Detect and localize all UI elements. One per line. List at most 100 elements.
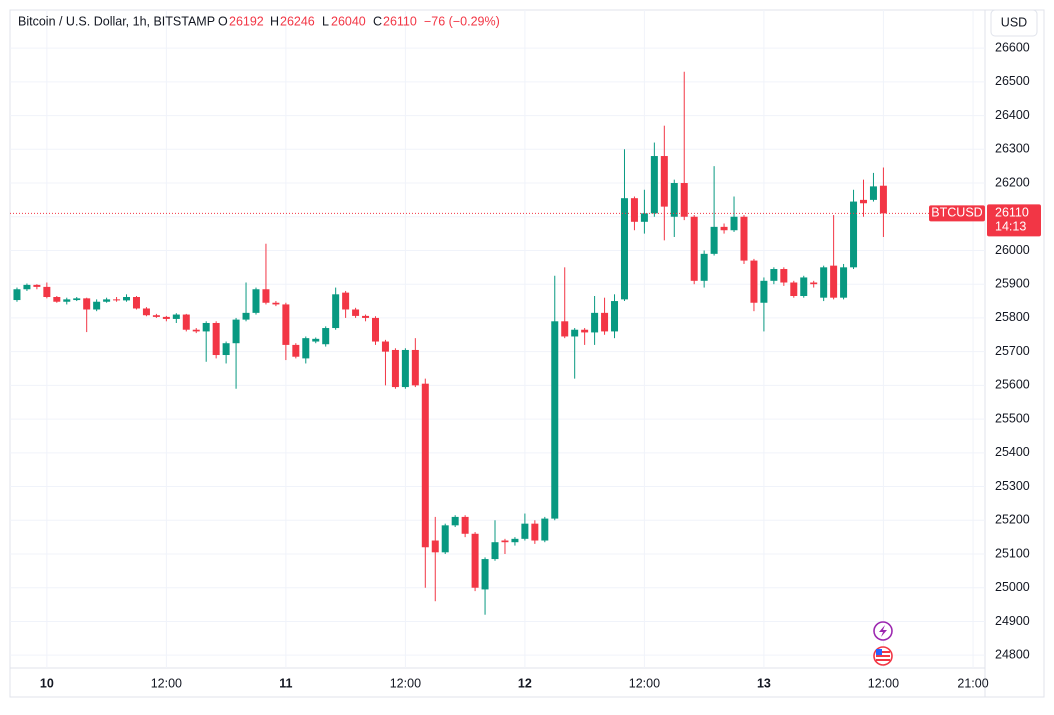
candle-body (431, 540, 439, 553)
candle-body (43, 286, 51, 298)
candle-body (850, 201, 858, 268)
legend-high-label: H (270, 14, 279, 28)
candle-body (262, 289, 270, 303)
candle-body (401, 349, 409, 388)
x-tick-label: 12:00 (868, 676, 899, 690)
chart-frame (9, 9, 1045, 698)
candle-body (192, 329, 200, 332)
currency-button[interactable] (990, 9, 1038, 37)
candle-body (611, 301, 619, 332)
candle-body (830, 265, 838, 298)
x-tick-label: 13 (757, 676, 771, 690)
y-tick-label: 26300 (995, 142, 1030, 156)
y-tick-label: 24900 (995, 614, 1030, 628)
event-bolt (879, 625, 887, 637)
candle-body (750, 260, 758, 303)
legend-low-label: L (322, 14, 329, 28)
y-tick-label: 25900 (995, 276, 1030, 290)
candle-body (83, 298, 91, 310)
candle-body (23, 284, 31, 290)
legend-close: 26110 (383, 14, 417, 28)
legend-high: 26246 (280, 14, 315, 28)
flag-stripe (876, 655, 890, 657)
y-tick-label: 25500 (995, 411, 1030, 425)
y-tick-label: 26000 (995, 243, 1030, 257)
candle-body (212, 322, 220, 356)
countdown-label: 14:13 (995, 220, 1026, 234)
price-tag (987, 204, 1041, 237)
symbol-tag-label: BTCUSD (931, 206, 982, 220)
candle-body (202, 322, 210, 332)
candle-body (312, 338, 320, 342)
candle-body (869, 186, 877, 200)
candle-body (242, 312, 250, 320)
candle-body (601, 312, 609, 332)
flag-icon[interactable] (873, 646, 893, 666)
y-tick-label: 24800 (995, 647, 1030, 661)
candle-body (800, 277, 808, 296)
y-tick-label: 25400 (995, 445, 1030, 459)
x-tick-label: 12:00 (629, 676, 660, 690)
event-icon[interactable] (873, 621, 893, 641)
candle-body (471, 533, 479, 588)
candle-body (13, 289, 21, 301)
legend-low: 26040 (331, 14, 366, 28)
candle-body (292, 344, 300, 357)
candle-body (302, 338, 310, 359)
flag-stripe (876, 659, 890, 661)
candle-body (93, 301, 101, 310)
candle-body (740, 216, 748, 261)
candle-body (421, 383, 429, 548)
candle-body (411, 349, 419, 386)
candle-body (491, 542, 499, 560)
chart-title: Bitcoin / U.S. Dollar, 1h, BITSTAMP (18, 14, 215, 28)
candle-body (451, 516, 459, 526)
candle-body (53, 297, 61, 302)
candle-body (342, 292, 350, 310)
symbol-tag (929, 205, 985, 222)
candle-body (182, 314, 190, 330)
candle-body (640, 213, 648, 222)
candle-body (680, 183, 688, 217)
legend-open: 26192 (229, 14, 264, 28)
candle-body (73, 298, 81, 301)
candle-body (720, 226, 728, 231)
candle-body (879, 185, 887, 214)
y-tick-label: 26600 (995, 40, 1030, 54)
candle-body (581, 329, 589, 333)
y-tick-label: 25200 (995, 513, 1030, 527)
candle-body (670, 183, 678, 217)
candle-body (571, 329, 579, 337)
y-tick-label: 25300 (995, 479, 1030, 493)
candle-body (63, 299, 71, 302)
labels: 24800 24900 25000 25100 25200 25300 25400 25500… (40, 40, 1041, 690)
candle-body (710, 226, 718, 254)
x-tick-label: 12:00 (151, 676, 182, 690)
candle-body (252, 289, 260, 313)
candle-body (521, 523, 529, 539)
y-tick-label: 25800 (995, 310, 1030, 324)
y-tick-label: 25700 (995, 344, 1030, 358)
candle-body (142, 308, 150, 316)
candle-body (531, 523, 539, 541)
candle-body (172, 314, 180, 319)
candle-body (372, 317, 380, 342)
candle-body (123, 297, 131, 301)
flag-canton (876, 649, 882, 655)
candle-body (391, 349, 399, 388)
candle-body (820, 267, 828, 298)
candle-body (660, 156, 668, 207)
candle-body (700, 253, 708, 281)
candle-body (650, 156, 658, 214)
candle-body (322, 328, 330, 345)
candle-body (859, 199, 867, 204)
y-tick-label: 25000 (995, 580, 1030, 594)
candle-body (760, 280, 768, 303)
candle-body (33, 284, 41, 287)
currency-label[interactable]: USD (1001, 15, 1027, 29)
candle-body (232, 319, 240, 344)
candle-body (630, 198, 638, 222)
y-tick-label: 26500 (995, 74, 1030, 88)
